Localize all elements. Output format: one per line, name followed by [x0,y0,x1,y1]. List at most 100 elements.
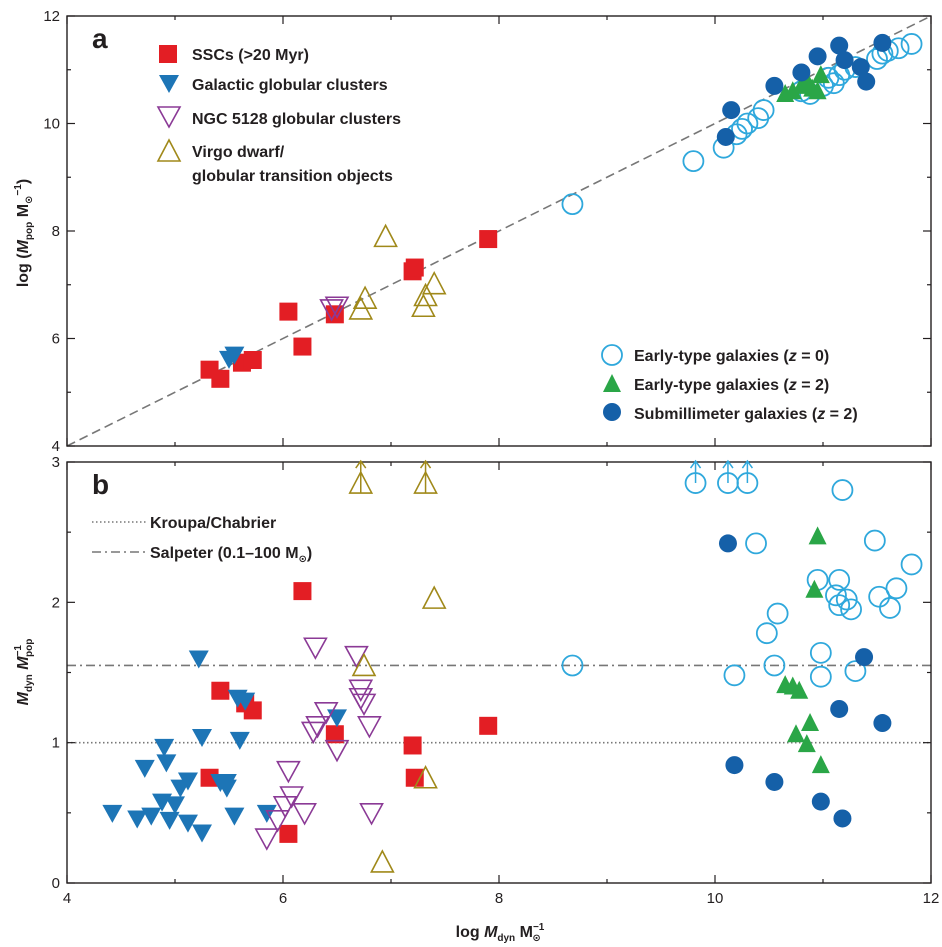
data-point-ngc5128-gc [324,739,350,763]
legend-label-early-z0: Early-type galaxies (z = 0) [634,348,829,365]
y-tick-label-a: 6 [52,331,60,348]
data-point-submm [725,756,744,775]
data-point-ssc [405,258,424,277]
legend-label-galactic-gc: Galactic globular clusters [192,77,388,94]
data-point-early-z0-lower-limits-arrow [741,459,754,484]
data-point-ngc5128-gc [351,693,377,717]
data-point-submm [873,33,892,52]
legend-marker-early-z0 [601,344,623,366]
data-point-ngc5128-gc [359,803,384,826]
data-point-ngc5128-gc [313,701,339,725]
data-point-early-z0-lower-limits-arrow [689,459,702,484]
data-point-galactic-gc [165,796,185,815]
data-point-early-z0 [766,602,789,625]
data-point-early-z0 [885,577,908,600]
data-point-submm [716,127,735,146]
data-point-virgo [413,765,438,789]
data-point-ngc5128-gc [276,760,301,784]
data-point-early-z0 [682,150,705,173]
data-point-ssc [243,351,262,369]
y-axis-title-a: log (Mpop M⊙−1) [13,179,35,287]
y-tick-label-b: 1 [52,735,60,752]
data-point-early-z0 [809,665,832,688]
data-point-virgo [352,285,378,309]
data-point-submm [765,76,784,95]
data-point-ngc5128-gc [303,637,328,660]
data-point-early-z0 [561,654,584,677]
data-point-virgo [413,282,438,307]
y-tick-label-a: 8 [52,223,60,240]
data-point-early-z2 [808,81,827,100]
data-point-early-z0 [840,598,862,621]
data-point-early-z2 [801,713,820,732]
data-point-early-z0 [844,660,867,682]
legend-a-left: SSCs (>20 Myr) Galactic globular cluster… [156,45,401,185]
data-point-ngc5128-gc [319,299,344,322]
data-point-early-z0 [900,553,923,576]
y-axis-title-b: Mdyn M−1pop [13,639,35,706]
data-point-virgo-lower-limits [413,459,438,494]
legend-a-right: Early-type galaxies (z = 0) Early-type g… [601,344,858,423]
data-point-early-z2 [811,65,830,84]
data-point-ngc5128-gc [265,810,290,833]
data-point-submm [718,534,737,553]
data-point-ssc [479,716,498,735]
legend-label-ngc5128-gc: NGC 5128 globular clusters [192,111,401,128]
y-tick-label-b: 2 [52,594,60,611]
data-point-ngc5128-gc [300,721,326,745]
data-point-ngc5128-gc [279,786,304,809]
data-point-galactic-gc [192,729,212,748]
data-point-galactic-gc [229,731,250,750]
y-tick-label-a: 4 [52,438,60,455]
legend-label-virgo: Virgo dwarf/ [192,144,285,161]
data-point-early-z0 [745,532,767,555]
data-point-galactic-gc [134,759,155,778]
x-tick-label: 10 [707,890,724,907]
x-tick-label: 8 [495,890,503,907]
legend-marker-virgo [156,138,182,162]
data-point-early-z0 [825,584,847,607]
data-point-ssc [405,768,424,787]
data-point-early-z0 [809,641,832,664]
data-point-submm [830,699,849,718]
legend-b: Kroupa/Chabrier Salpeter (0.1–100 M⊙) [92,515,312,565]
data-point-ssc [279,302,298,321]
x-tick-label: 12 [923,890,940,907]
data-point-galactic-gc [141,807,162,826]
data-point-early-z2 [790,680,809,699]
legend-marker-ngc5128-gc [156,106,182,129]
data-point-submm [808,47,827,66]
data-point-early-z0-lower-limits [736,459,759,494]
legend-marker-submm [603,403,621,421]
data-point-submm [851,58,870,77]
data-point-galactic-gc [192,824,212,843]
data-point-early-z0 [879,597,901,619]
data-point-submm [857,72,876,91]
x-tick-label: 4 [63,890,71,907]
data-point-early-z2 [797,734,816,753]
data-point-early-z0 [561,193,584,216]
data-point-submm [855,648,874,667]
data-point-galactic-gc [235,692,256,711]
data-point-early-z0 [835,588,858,611]
data-point-galactic-gc [216,773,237,792]
legend-label-submm: Submillimeter galaxies (z = 2) [634,406,858,423]
panel-a: 4 6 8 10 12 [43,8,932,455]
data-point-early-z0 [755,622,778,645]
data-point-early-z2 [808,526,827,545]
data-point-early-z0 [828,568,851,591]
legend-label-virgo-line2: globular transition objects [192,168,393,185]
data-point-virgo [373,223,398,248]
data-point-virgo [351,652,377,677]
data-point-ssc [293,582,312,601]
legend-label-early-z2: Early-type galaxies (z = 2) [634,377,829,394]
data-point-ssc [403,736,422,755]
data-point-galactic-gc [154,738,175,757]
data-point-galactic-gc [256,804,277,823]
data-point-galactic-gc [224,346,245,365]
data-point-ssc [279,824,298,843]
data-point-ssc [293,337,312,356]
data-point-early-z2 [787,724,805,743]
